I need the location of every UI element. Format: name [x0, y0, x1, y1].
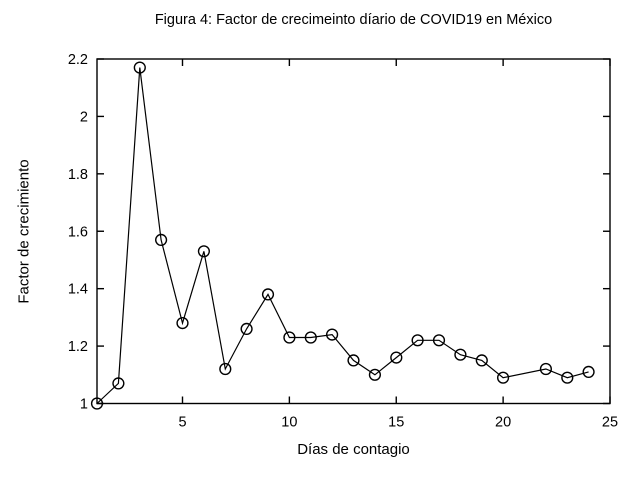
data-point-marker [112, 377, 125, 390]
y-tick-label: 1.2 [68, 339, 88, 355]
data-point-marker [561, 371, 574, 384]
y-tick-label: 1.4 [68, 282, 88, 298]
data-point-marker [475, 354, 488, 367]
data-point-marker [176, 317, 189, 330]
data-point-marker [155, 233, 168, 247]
x-tick-label: 25 [602, 415, 618, 431]
data-point-marker [432, 334, 446, 347]
data-point-marker [390, 351, 403, 364]
x-axis-label: Días de contagio [297, 441, 410, 458]
data-point-marker [539, 362, 553, 376]
x-tick-label: 15 [388, 415, 404, 431]
data-point-marker [347, 354, 360, 367]
data-point-marker [219, 362, 232, 376]
data-point-marker [133, 61, 146, 74]
y-tick-label: 2.2 [68, 52, 88, 68]
x-tick-label: 20 [495, 415, 511, 431]
data-point-marker [497, 371, 510, 384]
y-tick-label: 1.6 [68, 224, 88, 240]
data-point-marker [411, 334, 424, 347]
y-tick-label: 1 [80, 397, 88, 413]
x-tick-label: 10 [281, 415, 297, 431]
data-point-marker [240, 322, 253, 336]
data-point-marker [582, 365, 595, 379]
plot-frame [96, 58, 611, 405]
data-point-marker [304, 331, 317, 344]
data-line [96, 67, 589, 404]
chart-title: Figura 4: Factor de crecimeinto díario d… [154, 12, 553, 28]
data-point-marker [454, 348, 467, 361]
data-point-marker [326, 328, 339, 341]
data-point-marker [283, 331, 296, 344]
y-tick-label: 2 [80, 109, 88, 125]
data-point-marker [197, 245, 211, 258]
data-point-marker [90, 397, 104, 410]
data-point-marker [261, 288, 275, 301]
x-tick-label: 5 [178, 415, 186, 431]
data-point-marker [368, 368, 382, 381]
y-tick-label: 1.8 [68, 167, 88, 183]
